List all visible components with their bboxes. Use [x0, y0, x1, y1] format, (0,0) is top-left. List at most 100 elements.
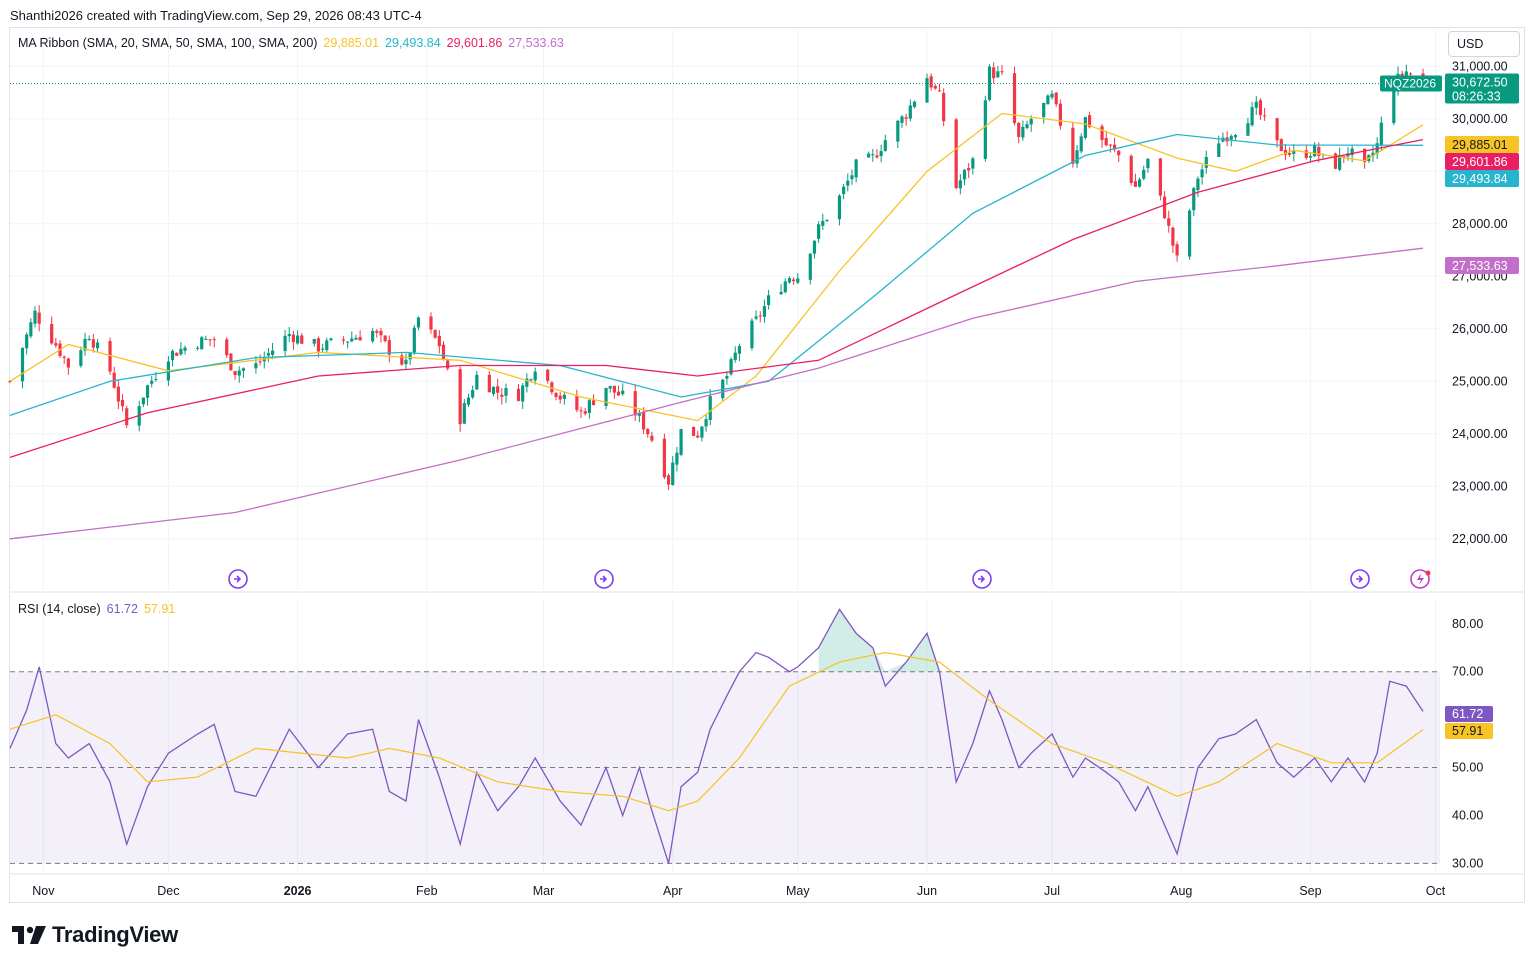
- candle-body[interactable]: [671, 462, 675, 485]
- candle-body[interactable]: [33, 310, 37, 324]
- candle-body[interactable]: [666, 475, 671, 485]
- candle-body[interactable]: [604, 387, 608, 406]
- candle-body[interactable]: [1042, 102, 1046, 118]
- candle-body[interactable]: [1363, 148, 1367, 163]
- candle-body[interactable]: [95, 342, 100, 349]
- candle-body[interactable]: [1104, 138, 1108, 146]
- candle-body[interactable]: [996, 71, 1000, 78]
- candle-body[interactable]: [354, 337, 358, 340]
- candle-body[interactable]: [350, 338, 354, 342]
- candle-body[interactable]: [933, 85, 937, 89]
- candle-body[interactable]: [1079, 136, 1083, 152]
- candle-body[interactable]: [1258, 100, 1263, 116]
- sma200-line[interactable]: [9, 247, 1424, 540]
- candle-body[interactable]: [341, 339, 346, 341]
- tradingview-brand[interactable]: TradingView: [12, 922, 178, 948]
- candle-body[interactable]: [621, 390, 625, 395]
- candle-body[interactable]: [387, 340, 391, 355]
- candle-body[interactable]: [200, 337, 204, 350]
- candle-body[interactable]: [925, 78, 929, 103]
- candle-body[interactable]: [1233, 135, 1238, 138]
- candle-body[interactable]: [383, 335, 387, 342]
- candle-body[interactable]: [616, 391, 621, 396]
- candle-body[interactable]: [1058, 103, 1062, 126]
- candle-body[interactable]: [116, 386, 120, 402]
- candle-body[interactable]: [516, 388, 521, 401]
- candle-body[interactable]: [208, 339, 212, 341]
- candle-body[interactable]: [287, 333, 291, 337]
- candle-body[interactable]: [1275, 118, 1279, 141]
- candle-body[interactable]: [871, 154, 875, 156]
- candle-body[interactable]: [83, 338, 87, 351]
- candle-body[interactable]: [641, 411, 646, 430]
- candle-body[interactable]: [554, 392, 558, 398]
- candle-body[interactable]: [400, 355, 404, 365]
- candle-body[interactable]: [1196, 178, 1200, 191]
- candle-body[interactable]: [446, 360, 450, 369]
- candle-body[interactable]: [850, 175, 854, 180]
- candle-body[interactable]: [1379, 122, 1383, 145]
- ma-ribbon-legend[interactable]: MA Ribbon (SMA, 20, SMA, 50, SMA, 100, S…: [18, 36, 570, 50]
- event-marker-icon[interactable]: [1350, 569, 1370, 589]
- candle-body[interactable]: [867, 153, 871, 158]
- candle-body[interactable]: [329, 338, 333, 341]
- candle-body[interactable]: [1408, 73, 1413, 75]
- candle-body[interactable]: [195, 347, 200, 349]
- candle-body[interactable]: [812, 240, 817, 254]
- candle-body[interactable]: [125, 408, 129, 426]
- candle-body[interactable]: [20, 347, 25, 382]
- candle-body[interactable]: [958, 180, 962, 189]
- candle-body[interactable]: [1192, 188, 1196, 211]
- candle-body[interactable]: [883, 140, 887, 151]
- candle-body[interactable]: [1200, 169, 1204, 178]
- candle-body[interactable]: [1342, 156, 1346, 158]
- candle-body[interactable]: [808, 253, 812, 280]
- candle-body[interactable]: [179, 348, 183, 355]
- candle-body[interactable]: [525, 378, 529, 387]
- candle-body[interactable]: [170, 350, 175, 360]
- candle-body[interactable]: [962, 169, 967, 180]
- candle-body[interactable]: [50, 323, 54, 344]
- candle-body[interactable]: [1283, 149, 1288, 155]
- candle-body[interactable]: [575, 395, 579, 411]
- candle-body[interactable]: [729, 359, 733, 375]
- candle-body[interactable]: [1158, 158, 1163, 196]
- candle-body[interactable]: [237, 370, 241, 376]
- candle-body[interactable]: [987, 66, 992, 101]
- candle-body[interactable]: [650, 435, 654, 441]
- candle-body[interactable]: [662, 438, 666, 478]
- candle-body[interactable]: [283, 335, 287, 352]
- candle-body[interactable]: [54, 343, 58, 346]
- candle-body[interactable]: [954, 119, 958, 188]
- rsi-ma-line[interactable]: [9, 651, 1424, 812]
- candle-body[interactable]: [233, 371, 237, 376]
- candle-body[interactable]: [91, 339, 95, 348]
- candle-body[interactable]: [908, 105, 912, 119]
- candle-body[interactable]: [796, 278, 800, 283]
- candle-body[interactable]: [358, 336, 362, 341]
- candle-body[interactable]: [1100, 126, 1104, 141]
- candle-body[interactable]: [704, 419, 708, 427]
- candle-body[interactable]: [1292, 151, 1296, 154]
- candle-body[interactable]: [1108, 144, 1112, 146]
- candle-body[interactable]: [762, 306, 767, 317]
- candle-body[interactable]: [87, 338, 91, 341]
- candle-body[interactable]: [37, 312, 41, 324]
- candle-body[interactable]: [1313, 144, 1317, 157]
- candle-body[interactable]: [783, 281, 787, 293]
- candle-body[interactable]: [817, 224, 821, 239]
- candle-body[interactable]: [1400, 73, 1404, 77]
- candle-body[interactable]: [767, 295, 771, 305]
- candle-body[interactable]: [433, 330, 437, 338]
- candle-body[interactable]: [733, 352, 737, 360]
- candle-body[interactable]: [608, 386, 612, 389]
- candle-body[interactable]: [837, 195, 842, 220]
- candle-body[interactable]: [1017, 122, 1021, 137]
- candle-body[interactable]: [241, 368, 246, 371]
- rsi-line[interactable]: [9, 608, 1424, 864]
- candle-body[interactable]: [1167, 218, 1171, 226]
- candle-body[interactable]: [900, 116, 904, 123]
- candle-body[interactable]: [150, 380, 154, 384]
- candle-body[interactable]: [29, 322, 33, 337]
- candle-body[interactable]: [529, 379, 533, 381]
